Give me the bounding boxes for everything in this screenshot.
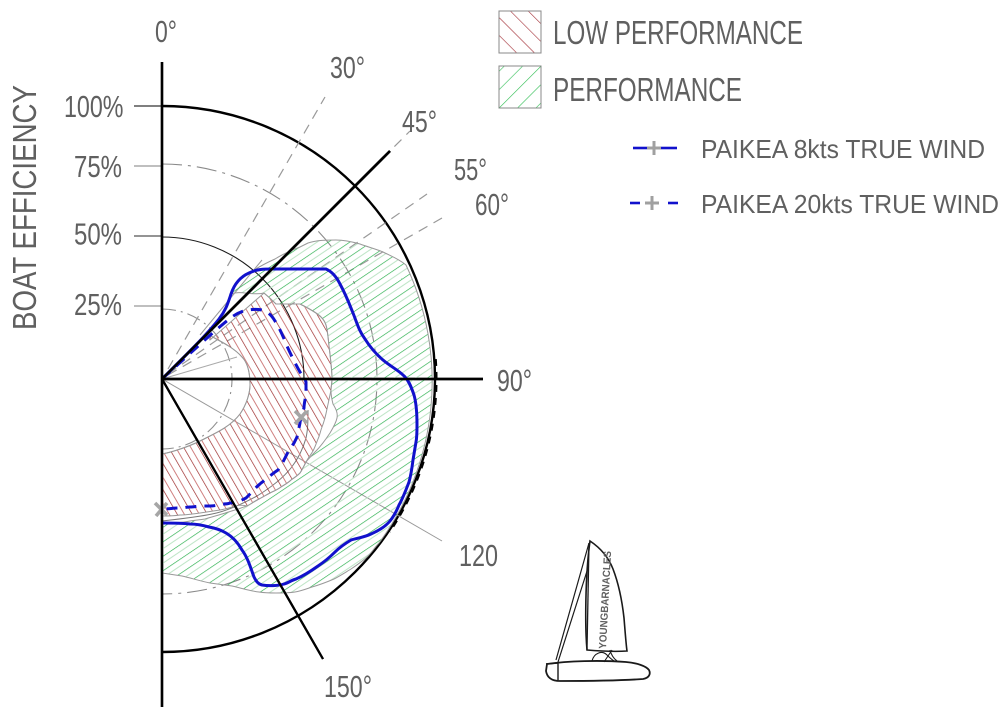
svg-text:PAIKEA 8kts TRUE WIND: PAIKEA 8kts TRUE WIND (701, 134, 985, 164)
svg-text:55°: 55° (454, 152, 487, 187)
svg-text:25%: 25% (74, 287, 122, 322)
svg-text:60°: 60° (475, 187, 509, 222)
svg-text:30°: 30° (330, 50, 365, 85)
svg-text:150°: 150° (324, 669, 372, 704)
svg-text:100%: 100% (64, 89, 124, 124)
svg-text:YOUNGBARNACLES: YOUNGBARNACLES (597, 551, 614, 649)
svg-text:90°: 90° (497, 363, 532, 398)
svg-text:BOAT EFFICIENCY: BOAT EFFICIENCY (6, 85, 43, 330)
svg-text:120: 120 (459, 538, 498, 573)
svg-text:45°: 45° (402, 104, 437, 139)
svg-text:0°: 0° (155, 14, 177, 49)
svg-text:LOW PERFORMANCE: LOW PERFORMANCE (553, 14, 803, 51)
svg-text:50%: 50% (74, 217, 122, 252)
svg-text:PAIKEA 20kts TRUE WIND: PAIKEA 20kts TRUE WIND (701, 189, 999, 219)
svg-text:PERFORMANCE: PERFORMANCE (553, 71, 742, 108)
svg-text:75%: 75% (74, 149, 122, 184)
